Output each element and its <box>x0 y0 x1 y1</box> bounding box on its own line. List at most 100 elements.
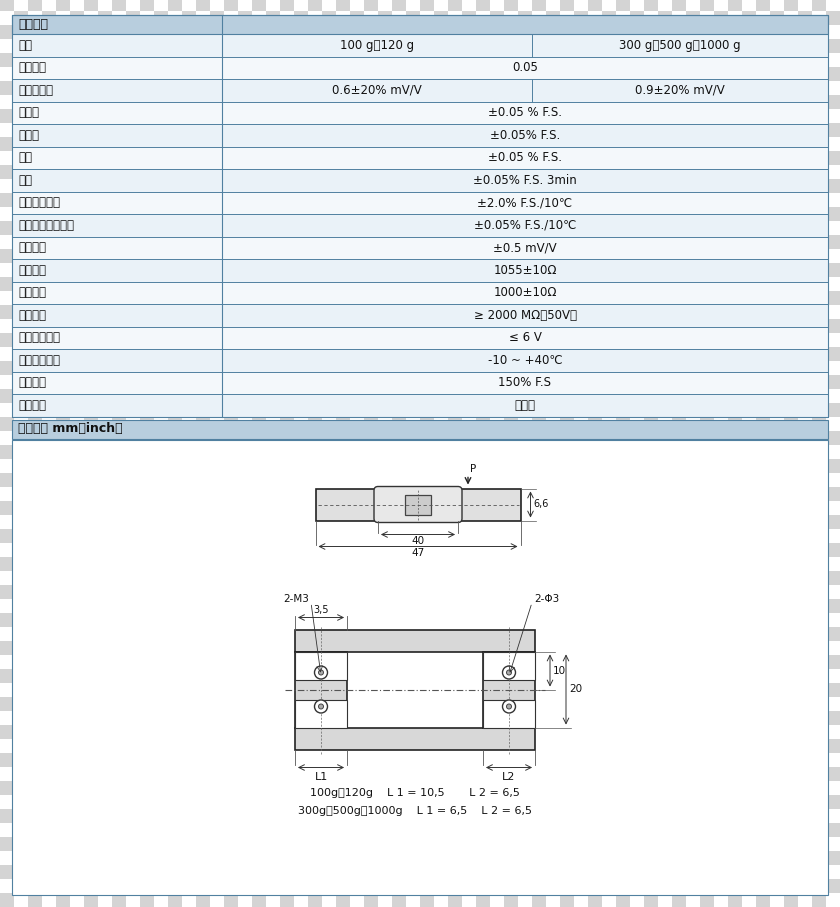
Bar <box>672 697 686 711</box>
Bar <box>182 641 196 655</box>
Text: 额定输出温度漂移: 额定输出温度漂移 <box>18 219 74 232</box>
Bar <box>182 557 196 571</box>
Bar <box>784 123 798 137</box>
Bar <box>448 417 462 431</box>
Bar <box>42 767 56 781</box>
Bar <box>140 613 154 627</box>
Bar <box>686 599 700 613</box>
Bar <box>532 39 546 53</box>
Bar <box>770 711 784 725</box>
Bar <box>154 249 168 263</box>
Text: 滞后: 滞后 <box>18 151 32 164</box>
Bar <box>392 277 406 291</box>
Bar <box>56 781 70 795</box>
Bar <box>560 53 574 67</box>
Text: 2-M3: 2-M3 <box>283 594 309 604</box>
Bar <box>154 515 168 529</box>
Bar <box>420 557 434 571</box>
Bar <box>238 543 252 557</box>
Bar <box>378 123 392 137</box>
Bar <box>406 249 420 263</box>
Bar <box>798 81 812 95</box>
Bar <box>350 711 364 725</box>
Bar <box>560 669 574 683</box>
Bar <box>518 165 532 179</box>
Bar <box>280 151 294 165</box>
Bar <box>588 697 602 711</box>
Bar <box>126 67 140 81</box>
Bar <box>336 753 350 767</box>
Bar <box>224 781 238 795</box>
Bar <box>14 81 28 95</box>
Bar <box>560 459 574 473</box>
Bar <box>770 207 784 221</box>
Bar <box>308 725 322 739</box>
Bar <box>84 529 98 543</box>
Bar <box>182 879 196 893</box>
Bar <box>714 305 728 319</box>
Circle shape <box>502 666 516 679</box>
Bar <box>154 67 168 81</box>
Bar <box>672 767 686 781</box>
Bar <box>518 137 532 151</box>
Bar <box>658 781 672 795</box>
Bar <box>644 767 658 781</box>
Bar <box>532 137 546 151</box>
Bar <box>224 389 238 403</box>
Bar <box>574 263 588 277</box>
Bar <box>406 627 420 641</box>
Bar <box>826 781 840 795</box>
Bar <box>658 613 672 627</box>
Bar <box>238 893 252 907</box>
Bar <box>350 669 364 683</box>
Bar <box>294 137 308 151</box>
Bar <box>672 795 686 809</box>
Bar <box>84 655 98 669</box>
Bar <box>322 263 336 277</box>
Bar <box>686 109 700 123</box>
Bar <box>728 151 742 165</box>
Text: 推荐激励电压: 推荐激励电压 <box>18 331 60 345</box>
Bar <box>126 249 140 263</box>
Bar <box>476 515 490 529</box>
Bar <box>798 683 812 697</box>
Bar <box>672 739 686 753</box>
Bar <box>364 585 378 599</box>
Bar <box>518 753 532 767</box>
Bar <box>154 25 168 39</box>
Bar <box>490 319 504 333</box>
Bar <box>14 879 28 893</box>
Bar <box>42 179 56 193</box>
Bar <box>14 837 28 851</box>
Bar <box>154 501 168 515</box>
Bar <box>616 487 630 501</box>
Bar <box>728 655 742 669</box>
Bar <box>266 767 280 781</box>
Bar <box>546 767 560 781</box>
Bar <box>798 697 812 711</box>
Bar <box>392 137 406 151</box>
Bar <box>728 613 742 627</box>
Bar <box>84 683 98 697</box>
Bar <box>350 431 364 445</box>
Bar <box>350 277 364 291</box>
Bar <box>70 25 84 39</box>
Bar <box>378 431 392 445</box>
Bar <box>56 459 70 473</box>
Bar <box>462 403 476 417</box>
Bar <box>532 865 546 879</box>
Bar <box>784 571 798 585</box>
Bar <box>588 473 602 487</box>
Bar <box>168 613 182 627</box>
Bar <box>686 557 700 571</box>
Bar <box>224 893 238 907</box>
Bar <box>630 333 644 347</box>
Bar <box>252 445 266 459</box>
Bar <box>714 277 728 291</box>
Bar <box>742 739 756 753</box>
Bar <box>532 277 546 291</box>
Bar <box>84 543 98 557</box>
Bar <box>686 683 700 697</box>
Bar <box>14 193 28 207</box>
Bar <box>798 235 812 249</box>
